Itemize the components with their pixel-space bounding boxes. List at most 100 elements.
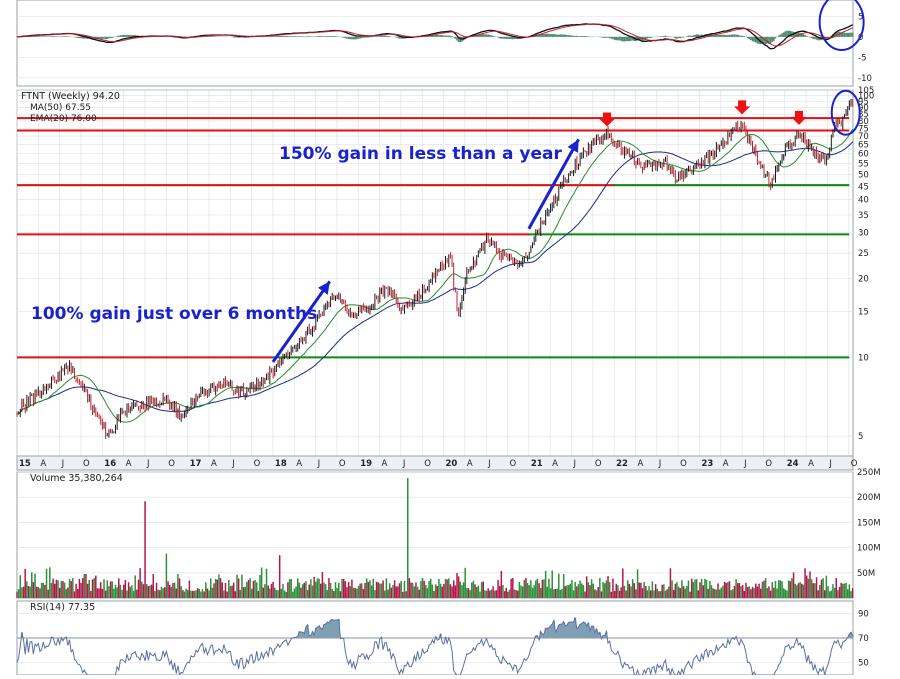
date-tick-label: J: [61, 459, 65, 469]
date-tick-label: J: [402, 459, 406, 469]
macd-tick-label: -10: [858, 74, 872, 84]
date-tick-label: 18: [275, 459, 287, 469]
annotations: 150% gain in less than a year 100% gain …: [31, 144, 562, 324]
date-tick-label: 19: [360, 459, 372, 469]
annotation-gain1: 100% gain just over 6 months: [31, 304, 317, 324]
rsi-line: [16, 617, 854, 677]
price-tick-label: 15: [858, 307, 869, 317]
price-tick-label: 105: [858, 86, 874, 96]
date-tick-label: A: [126, 459, 132, 469]
annotation-gain2: 150% gain in less than a year: [279, 144, 562, 164]
volume-tick-label: 50M: [857, 569, 875, 579]
price-tick-label: 65: [858, 141, 869, 151]
date-tick-label: O: [424, 459, 431, 469]
legend: FTNT (Weekly) 94.20 MA(50) 67.55 EMA(20)…: [21, 91, 123, 613]
price-tick-label: 10: [858, 353, 869, 363]
legend-ema20: EMA(20) 76.00: [30, 114, 97, 124]
date-tick-label: 24: [787, 459, 799, 469]
volume-panel: 250M 200M 150M 100M 50M: [16, 468, 881, 599]
gain2-arrow-head: [567, 139, 579, 153]
price-tick-label: 80: [858, 117, 869, 127]
date-tick-label: J: [317, 459, 321, 469]
price-tick-label: 20: [858, 275, 869, 285]
macd-tick-label: 5: [858, 12, 863, 22]
volume-tick-label: 250M: [857, 468, 881, 478]
rsi-tick-label: 50: [858, 659, 869, 669]
date-tick-label: J: [658, 459, 662, 469]
date-tick-label: O: [510, 459, 517, 469]
date-tick-label: J: [572, 459, 576, 469]
price-tick-label: 35: [858, 211, 869, 221]
volume-tick-label: 200M: [857, 493, 881, 503]
price-tick-label: 90: [858, 104, 869, 114]
peak-arrow: [734, 100, 751, 115]
date-tick-label: 23: [701, 459, 713, 469]
legend-volume: Volume 35,380,264: [30, 473, 123, 484]
date-tick-label: 22: [616, 459, 628, 469]
legend-price: FTNT (Weekly) 94.20: [21, 91, 120, 102]
price-panel-frame: [16, 89, 854, 457]
date-tick-label: A: [40, 459, 46, 469]
price-tick-label: 30: [858, 228, 869, 238]
macd-panel: 50-5-10: [16, 0, 872, 87]
date-tick-label: 20: [446, 459, 458, 469]
price-tick-label: 40: [858, 196, 869, 206]
date-tick-label: O: [83, 459, 90, 469]
volume-frame: [16, 471, 854, 599]
ma50-line: [16, 141, 854, 415]
date-tick-label: A: [467, 459, 473, 469]
date-axis: 15 A J O 16 A J O 17 A J O 18 A J O 19 A J O 20 A J O 21 A J O 22 A J O…: [16, 455, 858, 471]
price-tick-label: 55: [858, 160, 869, 170]
latest-price-circle: [830, 89, 861, 136]
rsi-tick-label: 90: [858, 609, 869, 619]
price-tick-label: 60: [858, 150, 869, 160]
volume-tick-label: 100M: [857, 544, 881, 554]
rsi-panel: 90 70 50: [16, 600, 869, 677]
price-tick-label: 70: [858, 132, 869, 142]
price-tick-label: 100: [858, 92, 874, 102]
gain1-arrow-head: [317, 281, 330, 295]
date-tick-label: 21: [531, 459, 543, 469]
price-tick-label: 75: [858, 124, 869, 134]
price-tick-label: 95: [858, 97, 869, 107]
macd-frame: [16, 0, 854, 87]
price-tick-label: 50: [858, 170, 869, 180]
price-tick-label: 85: [858, 110, 869, 120]
peak-arrow: [790, 110, 807, 125]
date-tick-label: O: [765, 459, 772, 469]
macd-tick-label: -5: [858, 53, 866, 63]
peak-arrow: [599, 112, 616, 127]
date-tick-label: O: [680, 459, 687, 469]
price-panel: 5101520253035404550556065707580859095100…: [16, 86, 874, 457]
date-axis-bg: [16, 455, 854, 471]
date-tick-label: 17: [190, 459, 202, 469]
date-tick-label: A: [552, 459, 558, 469]
gain1-arrow-shaft: [271, 280, 332, 363]
date-tick-label: A: [808, 459, 814, 469]
date-tick-label: A: [296, 459, 302, 469]
rsi-tick-label: 70: [858, 634, 869, 644]
date-tick-label: 16: [104, 459, 116, 469]
legend-ma50: MA(50) 67.55: [30, 103, 91, 113]
date-tick-label: A: [382, 459, 388, 469]
date-tick-label: O: [254, 459, 261, 469]
date-tick-label: J: [231, 459, 235, 469]
price-tick-label: 5: [858, 432, 863, 442]
price-tick-label: 45: [858, 182, 869, 192]
date-tick-label: J: [487, 459, 491, 469]
date-tick-label: A: [723, 459, 729, 469]
date-tick-label: 15: [19, 459, 31, 469]
date-tick-label: J: [743, 459, 747, 469]
date-tick-label: O: [339, 459, 346, 469]
macd-signal-line: [17, 23, 853, 47]
volume-tick-label: 150M: [857, 518, 881, 528]
gain2-arrow-shaft: [527, 138, 580, 230]
macd-circle: [818, 0, 865, 51]
date-tick-label: J: [146, 459, 150, 469]
price-tick-label: 25: [858, 249, 869, 259]
date-tick-label: O: [851, 459, 858, 469]
date-tick-label: A: [211, 459, 217, 469]
date-tick-label: A: [637, 459, 643, 469]
